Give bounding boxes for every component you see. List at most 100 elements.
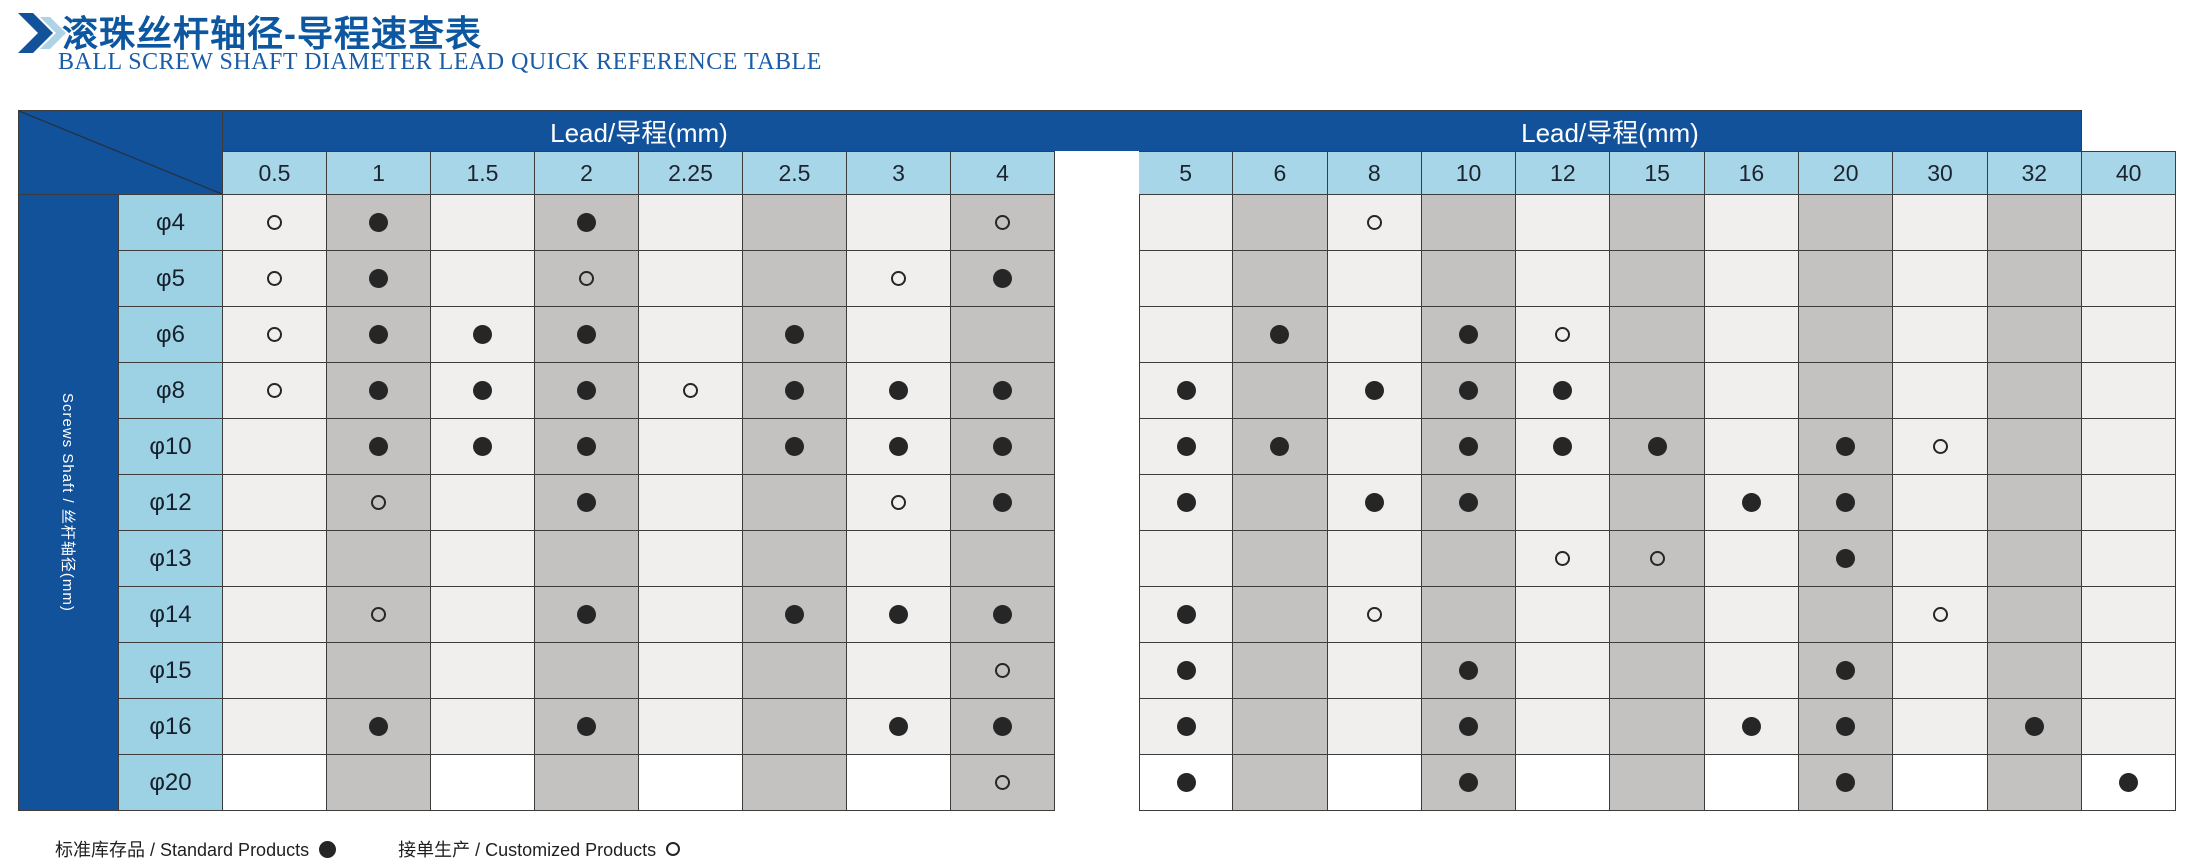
- column-header: 15: [1610, 151, 1705, 195]
- table-cell: [1233, 531, 1328, 587]
- table-cell: [1704, 531, 1800, 587]
- column-header: 1: [327, 151, 431, 195]
- table-cell: [1704, 587, 1800, 643]
- row-header: φ8: [118, 363, 223, 419]
- table-cell: [1704, 643, 1800, 699]
- standard-dot-icon: [1364, 493, 1384, 512]
- standard-dot-icon: [473, 325, 492, 344]
- table-cell: [535, 419, 639, 475]
- table-cell: [1139, 587, 1234, 643]
- column-header: 2.5: [743, 151, 847, 195]
- column-header: 5: [1139, 151, 1234, 195]
- table-cell: [1799, 699, 1894, 755]
- table-cell: [1139, 195, 1234, 251]
- table-cell: [1610, 195, 1705, 251]
- legend-standard-label: 标准库存品 / Standard Products: [55, 840, 310, 860]
- double-chevron-icon: [18, 13, 66, 53]
- standard-dot-icon: [1836, 549, 1856, 568]
- customized-circle-icon: [891, 271, 906, 286]
- standard-dot-icon: [993, 493, 1012, 512]
- table-cell: [1799, 363, 1894, 419]
- customized-circle-icon: [267, 383, 282, 398]
- table-cell: [1893, 643, 1988, 699]
- table-cell: [951, 643, 1055, 699]
- standard-dot-icon: [577, 493, 596, 512]
- table-cell: [743, 643, 847, 699]
- table-cell: [639, 307, 743, 363]
- table-cell: [951, 531, 1055, 587]
- table-cell: [847, 419, 951, 475]
- table-cell: [847, 363, 951, 419]
- table-cell: [639, 251, 743, 307]
- table-cell: [431, 475, 535, 531]
- table-cell: [1233, 643, 1328, 699]
- table-cell: [743, 475, 847, 531]
- standard-dot-icon: [1741, 717, 1761, 736]
- standard-dot-icon: [577, 325, 596, 344]
- table-cell: [535, 363, 639, 419]
- table-cell: [1987, 755, 2082, 811]
- table-cell: [847, 587, 951, 643]
- standard-dot-icon: [2024, 717, 2044, 736]
- table-cell: [431, 587, 535, 643]
- table-cell: [1893, 755, 1988, 811]
- table-cell: [1233, 419, 1328, 475]
- table-cell: [327, 531, 431, 587]
- table-cell: [1987, 419, 2082, 475]
- table-cell: [327, 699, 431, 755]
- standard-dot-icon: [993, 605, 1012, 624]
- table-cell: [1799, 587, 1894, 643]
- table-cell: [639, 475, 743, 531]
- table-cell: [639, 699, 743, 755]
- table-cell: [743, 587, 847, 643]
- table-cell: [2081, 755, 2177, 811]
- table-cell: [1516, 419, 1611, 475]
- standard-dot-icon: [785, 381, 804, 400]
- table-cell: [535, 699, 639, 755]
- table-cell: [1327, 643, 1422, 699]
- standard-dot-icon: [993, 717, 1012, 736]
- table-cell: [1327, 587, 1422, 643]
- table-cell: [1704, 755, 1800, 811]
- customized-circle-icon: [1555, 327, 1571, 342]
- table-cell: [1893, 531, 1988, 587]
- table-cell: [431, 363, 535, 419]
- table-cell: [1327, 419, 1422, 475]
- table-cell: [1327, 363, 1422, 419]
- column-header: 30: [1893, 151, 1988, 195]
- table-cell: [1421, 531, 1517, 587]
- standard-dot-icon: [785, 437, 804, 456]
- table-cell: [223, 587, 327, 643]
- standard-dot-icon: [1553, 381, 1573, 400]
- table-cell: [1516, 755, 1611, 811]
- column-header: 2.25: [639, 151, 743, 195]
- table-cell: [223, 475, 327, 531]
- table-cell: [639, 195, 743, 251]
- table-cell: [431, 755, 535, 811]
- table-cell: [1610, 699, 1705, 755]
- table-cell: [431, 699, 535, 755]
- customized-circle-icon: [371, 495, 386, 510]
- row-header: φ12: [118, 475, 223, 531]
- table-cell: [1516, 531, 1611, 587]
- table-cell: [1987, 587, 2082, 643]
- legend: 标准库存品 / Standard Products 接单生产 / Customi…: [55, 836, 681, 862]
- table-cell: [1233, 251, 1328, 307]
- standard-dot-icon: [785, 605, 804, 624]
- table-cell: [1799, 755, 1894, 811]
- row-header: φ13: [118, 531, 223, 587]
- table-cell: [1327, 755, 1422, 811]
- table-cell: [1893, 195, 1988, 251]
- table-cell: [1421, 755, 1517, 811]
- table-cell: [1421, 587, 1517, 643]
- table-cell: [327, 587, 431, 643]
- shaft-axis-label: Screws Shaft / 丝杆轴径(mm): [59, 393, 76, 612]
- table-cell: [327, 755, 431, 811]
- table-cell: [1893, 699, 1988, 755]
- table-cell: [951, 755, 1055, 811]
- standard-dot-icon: [577, 717, 596, 736]
- table-cell: [1987, 643, 2082, 699]
- table-cell: [1704, 475, 1800, 531]
- table-cell: [1327, 307, 1422, 363]
- column-header: 40: [2081, 151, 2177, 195]
